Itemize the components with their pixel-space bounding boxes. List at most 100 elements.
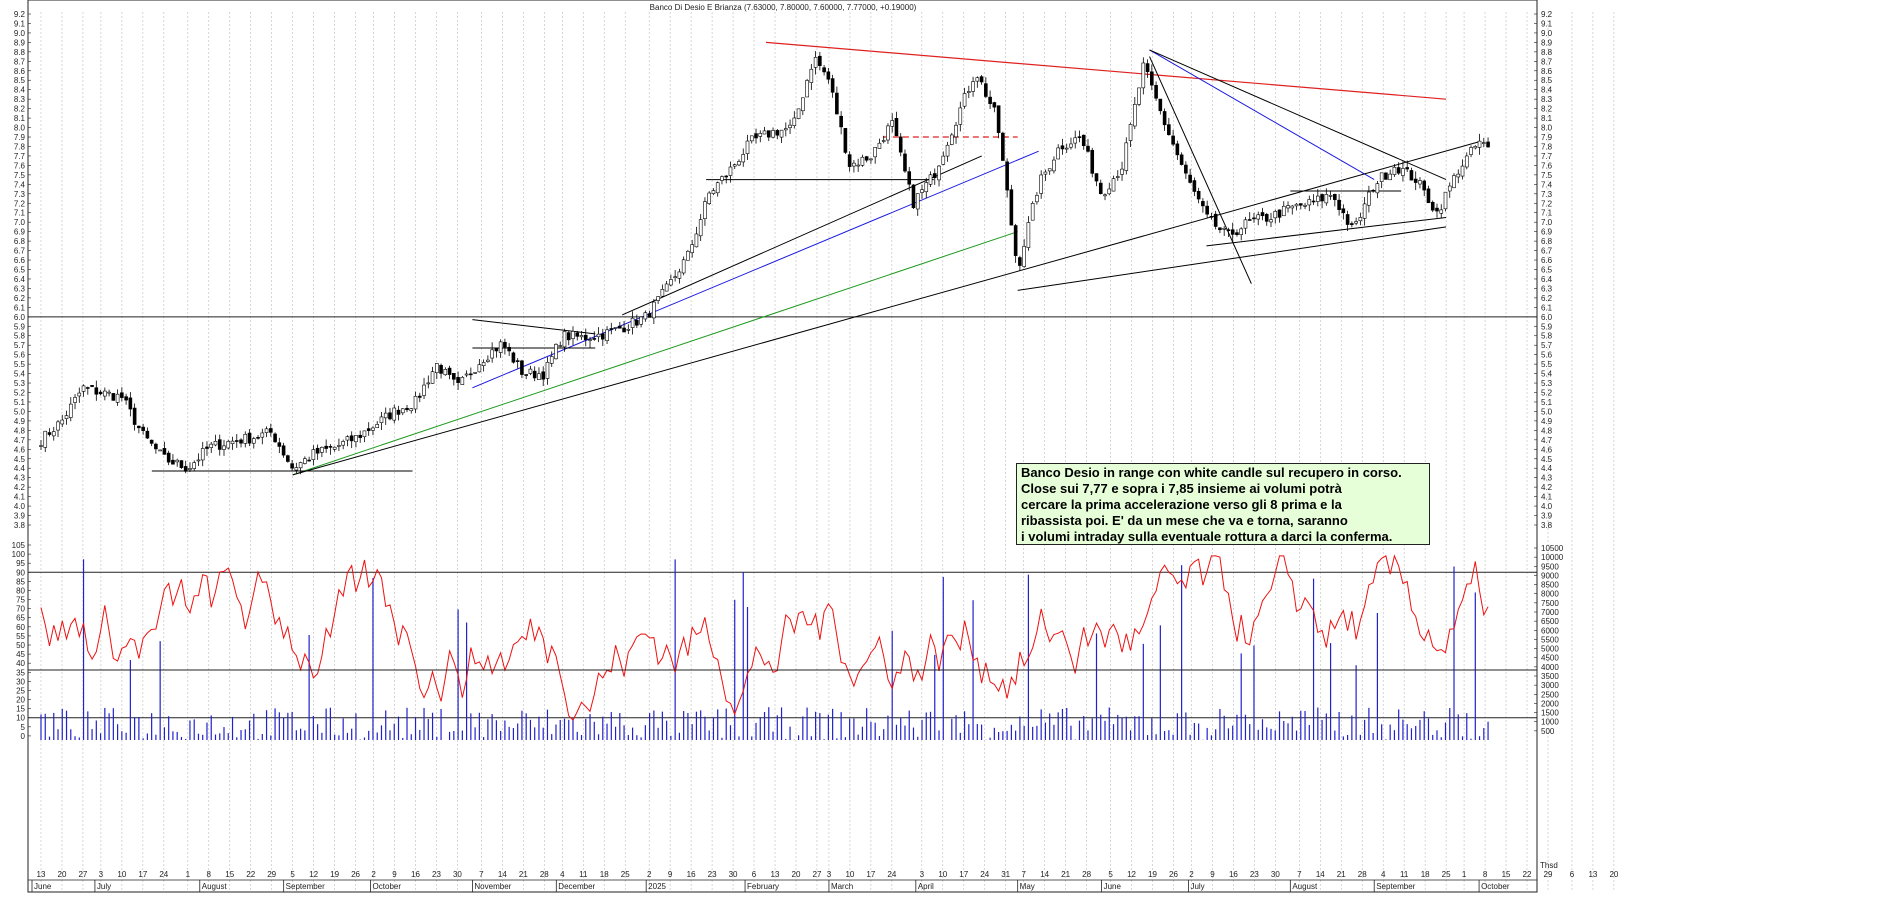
candle-up <box>546 362 549 378</box>
candle-up <box>661 289 664 296</box>
candle-up <box>376 424 379 427</box>
volume-bar <box>257 739 258 740</box>
candle-up <box>52 432 55 436</box>
candle-up <box>759 133 762 136</box>
y-tick-label-right: 6.9 <box>1541 228 1553 237</box>
volume-bar <box>883 729 884 740</box>
volume-bar <box>1232 726 1233 740</box>
candle-down <box>1312 201 1315 202</box>
candle-up <box>1104 195 1107 196</box>
volume-bar <box>960 733 961 740</box>
y-tick-label-right: 8.0 <box>1541 124 1553 133</box>
candle-up <box>223 446 226 450</box>
candle-up <box>1457 174 1460 177</box>
candle-down <box>767 131 770 138</box>
volume-bar <box>658 728 659 740</box>
candle-up <box>733 165 736 166</box>
y-tick-label-right: 4.9 <box>1541 417 1553 426</box>
volume-bar <box>1096 633 1097 740</box>
y-tick-label-right: 6.7 <box>1541 247 1553 256</box>
candle-up <box>882 141 885 142</box>
y-tick-label-right: 4.4 <box>1541 464 1553 473</box>
candle-down <box>593 338 596 339</box>
candle-up <box>852 163 855 166</box>
volume-bar <box>534 727 535 740</box>
candle-down <box>350 436 353 441</box>
candle-down <box>1176 144 1179 155</box>
volume-tick-label: 3000 <box>1541 681 1559 690</box>
volume-bar <box>389 730 390 740</box>
candle-up <box>1359 217 1362 220</box>
candle-up <box>363 431 366 437</box>
volume-bar <box>509 727 510 740</box>
candle-up <box>371 428 374 430</box>
x-day-tick-label: 7 <box>479 870 484 879</box>
candle-up <box>159 450 162 451</box>
volume-bar <box>1245 715 1246 740</box>
candle-down <box>903 154 906 171</box>
volume-bar <box>1079 721 1080 740</box>
candle-up <box>244 434 247 443</box>
candle-up <box>963 93 966 106</box>
volume-bar <box>913 728 914 740</box>
volume-bar <box>909 711 910 740</box>
candle-up <box>1465 156 1468 167</box>
volume-bar <box>406 708 407 740</box>
candle-down <box>274 434 277 442</box>
candle-down <box>1299 204 1302 206</box>
volume-bar <box>1483 728 1484 740</box>
y-tick-label-left: 6.5 <box>14 266 26 275</box>
osc-tick-label: 75 <box>16 596 25 605</box>
candle-down <box>171 460 174 464</box>
volume-bar <box>1402 720 1403 740</box>
volume-bar <box>436 737 437 740</box>
candle-down <box>269 428 272 432</box>
y-tick-label-right: 7.8 <box>1541 142 1553 151</box>
candle-down <box>1487 142 1490 147</box>
x-day-tick-label: 7 <box>1297 870 1302 879</box>
volume-bar <box>1296 731 1297 740</box>
x-day-tick-label: 6 <box>752 870 757 879</box>
x-day-tick-label: 18 <box>600 870 609 879</box>
volume-bar <box>938 730 939 740</box>
candle-down <box>1150 72 1153 85</box>
candle-down <box>278 443 281 447</box>
volume-bar <box>385 710 386 740</box>
candle-down <box>610 328 613 329</box>
y-tick-label-left: 4.8 <box>14 426 26 435</box>
candle-up <box>65 416 68 419</box>
y-tick-label-left: 6.7 <box>14 247 26 256</box>
candle-down <box>567 333 570 340</box>
volume-bar <box>232 717 233 740</box>
x-day-tick-label: 30 <box>1271 870 1280 879</box>
volume-bar <box>994 728 995 740</box>
volume-bar <box>1024 726 1025 740</box>
candle-down <box>1018 258 1021 266</box>
volume-bar <box>49 737 50 740</box>
candle-up <box>312 450 315 460</box>
y-tick-label-right: 7.3 <box>1541 190 1553 199</box>
volume-bar <box>866 708 867 740</box>
candle-down <box>1167 125 1170 135</box>
x-day-tick-label: 13 <box>771 870 780 879</box>
volume-bar <box>240 730 241 740</box>
volume-bar <box>696 712 697 740</box>
y-tick-label-right: 5.5 <box>1541 360 1553 369</box>
volume-bar <box>1432 735 1433 740</box>
y-tick-label-left: 5.0 <box>14 407 26 416</box>
candle-up <box>333 447 336 449</box>
y-tick-label-right: 6.0 <box>1541 313 1553 322</box>
y-tick-label-right: 8.8 <box>1541 48 1553 57</box>
y-tick-label-right: 7.2 <box>1541 199 1553 208</box>
candle-up <box>1027 222 1030 247</box>
y-tick-label-right: 5.9 <box>1541 322 1553 331</box>
volume-bar <box>1466 713 1467 740</box>
volume-bar <box>777 715 778 740</box>
x-day-tick-label: 25 <box>1442 870 1451 879</box>
y-tick-label-left: 9.0 <box>14 29 26 38</box>
candle-down <box>576 333 579 336</box>
volume-bar <box>560 720 561 740</box>
y-tick-label-left: 6.3 <box>14 284 26 293</box>
volume-bar <box>368 731 369 740</box>
volume-bar <box>1262 719 1263 740</box>
